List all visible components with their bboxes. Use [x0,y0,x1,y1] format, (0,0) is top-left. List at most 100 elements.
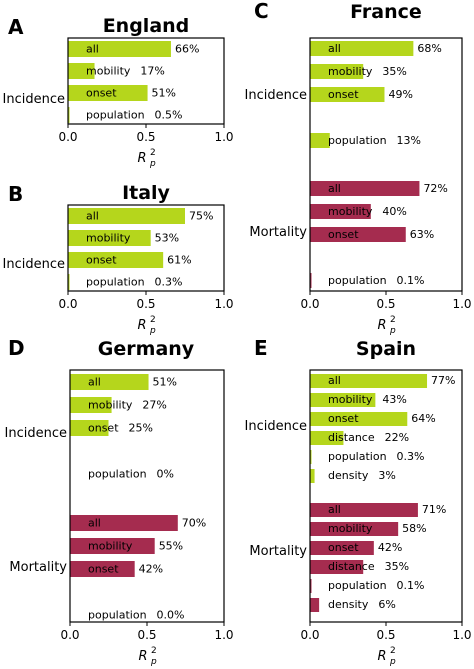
bar-label: mobility [86,232,131,245]
bar-label: onset [328,88,359,101]
bar-label: mobility [328,393,373,406]
group-label: Incidence [3,257,65,272]
bar-value-label: 68% [417,42,441,55]
x-tick-label: 0.0 [58,297,77,311]
bar-distance [310,560,364,574]
bar-onset [310,227,406,242]
bar-label: onset [328,541,359,554]
x-tick-label: 1.0 [214,628,233,642]
bar-label: all [328,182,341,195]
group-label: Mortality [249,544,307,559]
bar-population [310,450,312,464]
x-axis-label-sup: 2 [150,315,156,325]
panel-letter: B [8,182,23,206]
bar-density [310,469,315,483]
bar-label: onset [328,228,359,241]
bar-distance [310,431,344,445]
panel-B: B Italy all 75% mobility 53% onset 61% populatio… [3,182,234,336]
bar-mobility [310,204,371,219]
bar-all [68,208,185,224]
bar-value-label: 51% [153,376,177,389]
panel-letter: C [254,0,269,23]
bar-population [68,274,70,290]
panel-title: Italy [122,182,170,204]
bar-value-label: 0.3% [155,276,183,289]
x-tick-label: 1.0 [214,130,233,144]
bar-label: mobility [88,540,133,553]
x-tick-label: 0.0 [300,628,319,642]
bar-label: all [328,42,341,55]
bar-label: distance [328,560,375,573]
bar-label: all [88,376,101,389]
bar-label: population [86,109,145,122]
bar-onset [70,561,135,577]
x-tick-label: 1.0 [452,297,471,311]
bar-value-label: 71% [422,503,446,516]
bar-population [310,273,312,288]
bar-mobility [70,397,112,413]
bar-mobility [310,393,376,407]
bar-value-label: 42% [139,563,163,576]
bar-label: all [86,43,99,56]
bar-label: mobility [86,65,131,78]
bar-all [310,503,418,517]
panel-title: Spain [356,338,416,360]
bar-value-label: 40% [382,205,406,218]
bar-population [310,579,312,593]
bar-mobility [68,230,151,246]
group-label: Incidence [5,426,67,441]
x-axis-label-sub: p [149,326,156,336]
group-label: Mortality [249,225,307,240]
bar-value-label: 35% [385,560,409,573]
x-axis-label-sub: p [389,657,396,667]
x-axis-label-sub: p [150,657,157,667]
bar-label: onset [86,254,117,267]
bar-onset [310,87,385,102]
bar-value-label: 42% [378,541,402,554]
bar-all [310,374,428,388]
x-tick-label: 1.0 [214,297,233,311]
bar-all [68,41,171,57]
x-axis-label-sub: p [389,326,396,336]
group-label: Incidence [245,419,307,434]
bar-label: population [86,276,145,289]
bar-label: density [328,469,369,482]
bar-label: mobility [328,65,373,78]
bar-value-label: 53% [155,232,179,245]
bar-value-label: 0% [157,468,174,481]
bar-value-label: 17% [140,65,164,78]
bar-value-label: 0.1% [397,274,425,287]
x-axis-label-sup: 2 [150,148,156,158]
group-label: Incidence [3,92,65,107]
panel-D: D Germany all 51% mobility 27% onset 25% populat… [5,336,234,667]
bar-value-label: 61% [167,254,191,267]
bar-value-label: 49% [388,88,412,101]
bar-value-label: 35% [382,65,406,78]
x-tick-label: 0.5 [376,297,395,311]
panel-C: C France all 68% mobility 35% onset 49% populati… [245,0,472,336]
bar-value-label: 25% [129,422,153,435]
bar-label: onset [88,422,119,435]
bar-label: all [328,503,341,516]
bar-all [310,41,414,56]
bar-value-label: 3% [378,469,395,482]
bar-label: mobility [328,522,373,535]
bar-mobility [70,538,155,554]
bar-onset [310,412,408,426]
bar-value-label: 70% [182,517,206,530]
x-axis-label-sup: 2 [390,646,396,656]
bar-all [70,374,149,390]
bar-value-label: 75% [189,210,213,223]
bar-label: all [86,210,99,223]
bar-label: distance [328,431,375,444]
bar-population [310,133,330,148]
x-axis-label-sub: p [149,159,156,169]
bar-label: density [328,598,369,611]
bar-value-label: 55% [159,540,183,553]
bar-onset [310,541,374,555]
panel-A: A England all 66% mobility 17% onset 51% populat… [3,15,234,169]
bar-label: population [328,579,387,592]
bar-label: onset [86,87,117,100]
bar-label: all [88,517,101,530]
bar-mobility [68,63,95,79]
